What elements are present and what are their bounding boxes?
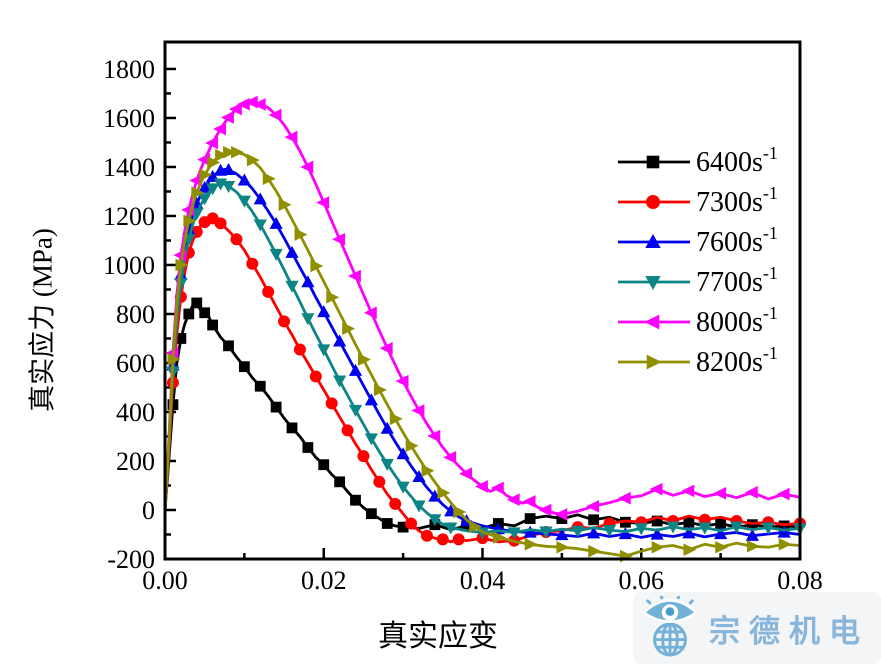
svg-text:1800: 1800 <box>103 55 155 84</box>
svg-text:0.00: 0.00 <box>142 566 188 595</box>
series-8200s-1 <box>163 145 801 563</box>
series-8000s-1 <box>163 95 801 521</box>
svg-text:0.08: 0.08 <box>777 566 823 595</box>
legend-label-6400s-1: 6400s-1 <box>696 143 778 178</box>
legend: 6400s-1 7300s-1 7600s-1 7700s-1 8000s-1 8200s… <box>618 143 778 378</box>
legend-label-7700s-1: 7700s-1 <box>696 263 778 298</box>
svg-text:0.02: 0.02 <box>301 566 347 595</box>
svg-text:1600: 1600 <box>103 104 155 133</box>
svg-text:400: 400 <box>116 398 155 427</box>
svg-text:1000: 1000 <box>103 251 155 280</box>
y-axis-label: 真实应力 (MPa) <box>27 228 58 412</box>
legend-label-7300s-1: 7300s-1 <box>696 183 778 218</box>
tick-labels: 0.00 0.02 0.04 0.06 0.08 -200 0 200 400 600 800 100… <box>103 55 823 595</box>
watermark: 宗德机电 <box>633 592 881 664</box>
legend-label-8200s-1: 8200s-1 <box>696 343 778 378</box>
svg-text:-200: -200 <box>107 545 155 574</box>
watermark-text: 宗德机电 <box>709 613 869 649</box>
series-7700s-1 <box>163 178 807 540</box>
svg-text:800: 800 <box>116 300 155 329</box>
legend-label-8000s-1: 8000s-1 <box>696 303 778 338</box>
svg-text:1400: 1400 <box>103 153 155 182</box>
svg-text:200: 200 <box>116 447 155 476</box>
svg-text:0.06: 0.06 <box>619 566 665 595</box>
eye-globe-icon <box>641 596 699 657</box>
series-7300s-1 <box>163 212 806 547</box>
svg-text:0.04: 0.04 <box>460 566 506 595</box>
series-6400s-1 <box>163 297 801 533</box>
svg-text:0: 0 <box>142 496 155 525</box>
plot-frame <box>163 40 802 561</box>
svg-text:600: 600 <box>116 349 155 378</box>
x-axis-label: 真实应变 <box>378 620 498 653</box>
legend-label-7600s-1: 7600s-1 <box>696 223 778 258</box>
svg-text:1200: 1200 <box>103 202 155 231</box>
